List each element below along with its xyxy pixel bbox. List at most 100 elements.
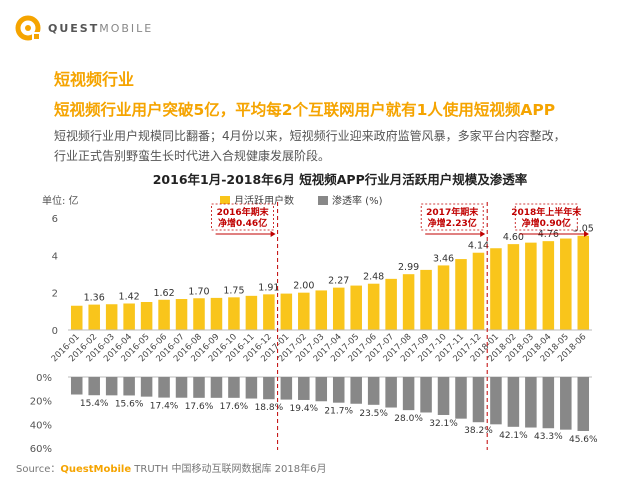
mau-bar-label: 2.48 <box>363 272 384 283</box>
source-line: Source：QuestMobile TRUTH 中国移动互联网数据库 2018… <box>16 464 327 475</box>
mau-bar <box>315 290 328 330</box>
legend-swatch-mau <box>220 196 230 205</box>
mau-bar-label: 2.99 <box>398 262 419 273</box>
penetration-bar <box>542 377 555 429</box>
questmobile-logo-icon <box>15 15 41 41</box>
mau-bar-label: 5.05 <box>573 224 594 235</box>
penetration-bar <box>70 377 83 395</box>
logo-text: QUESTMOBILE <box>48 21 154 35</box>
mau-bar <box>577 235 590 330</box>
annotation-box <box>211 203 275 231</box>
mau-bar <box>263 294 275 330</box>
penetration-bar-label: 21.7% <box>324 407 353 417</box>
penetration-bar <box>263 377 275 400</box>
penetration-bar-label: 42.1% <box>499 431 528 441</box>
penetration-bar <box>315 377 328 402</box>
description-line-2: 行业正式告别野蛮生长时代进入合规健康发展阶段。 <box>54 149 331 163</box>
legend-label-penetration: 渗透率 (%) <box>332 194 383 207</box>
description: 短视频行业用户规模同比翻番；4月份以来，短视频行业迎来政府监管风暴，多家平台内容… <box>54 126 614 166</box>
penetration-bar-label: 18.8% <box>255 403 284 413</box>
annotation-sub: 净增2.23亿 <box>428 217 477 229</box>
penetration-bar <box>140 377 153 397</box>
penetration-bar-label: 28.0% <box>394 414 423 424</box>
penetration-bar <box>385 377 397 408</box>
penetration-bar-label: 43.3% <box>534 432 563 442</box>
mau-bar <box>367 283 380 330</box>
mau-bar <box>245 295 258 330</box>
mau-bar <box>70 305 83 330</box>
penetration-bar <box>350 377 362 404</box>
penetration-tick-label: 0% <box>36 373 52 384</box>
mau-bar <box>402 274 415 330</box>
mau-bar <box>420 269 432 330</box>
mau-bar <box>210 297 223 330</box>
penetration-bar <box>280 377 293 400</box>
headline: 短视频行业用户突破5亿，平均每2个互联网用户就有1人使用短视频APP <box>54 101 556 119</box>
penetration-bar <box>193 377 205 398</box>
penetration-tick-label: 60% <box>30 444 52 455</box>
penetration-bar <box>367 377 380 405</box>
mau-bar <box>140 302 153 330</box>
mau-bar-label: 1.70 <box>188 286 209 297</box>
penetration-bar <box>332 377 345 403</box>
mau-bar <box>437 265 450 330</box>
annotation-arrowhead <box>480 231 486 237</box>
penetration-bar <box>420 377 432 413</box>
penetration-tick-label: 20% <box>30 397 52 408</box>
mau-bar <box>88 304 100 330</box>
mau-bar <box>193 298 205 330</box>
penetration-bar-label: 23.5% <box>359 409 388 419</box>
penetration-bar <box>507 377 520 427</box>
penetration-bar <box>490 377 502 425</box>
penetration-bar <box>245 377 258 399</box>
mau-bar <box>228 297 240 330</box>
mau-bar <box>385 278 397 330</box>
annotation-box <box>514 203 578 231</box>
y-axis-label: 单位: 亿 <box>42 194 79 207</box>
y-tick-label: 6 <box>52 214 58 225</box>
y-tick-label: 2 <box>52 289 58 300</box>
penetration-bar-label: 17.4% <box>150 402 179 412</box>
mau-bar <box>350 285 362 330</box>
mau-bar-label: 1.91 <box>258 282 279 293</box>
penetration-bar <box>472 377 485 423</box>
penetration-bar-label: 15.4% <box>80 399 109 409</box>
y-tick-label: 4 <box>52 251 58 262</box>
mau-bar-label: 2.27 <box>328 276 349 287</box>
mau-bar-label: 1.75 <box>223 285 244 296</box>
annotation-title: 2017年期末 <box>426 206 479 218</box>
mau-bar <box>525 242 537 330</box>
penetration-bar <box>298 377 310 400</box>
annotation-title: 2016年期末 <box>217 206 270 218</box>
mau-bar-label: 4.60 <box>503 232 524 243</box>
annotation-box <box>420 203 484 231</box>
legend-swatch-penetration <box>318 196 328 205</box>
penetration-bar <box>437 377 450 415</box>
mau-bar-label: 4.14 <box>468 241 489 252</box>
penetration-bar <box>577 377 590 431</box>
mau-bar <box>158 299 170 330</box>
mau-bar <box>490 248 502 330</box>
penetration-bar <box>402 377 415 411</box>
mau-bar <box>507 244 520 330</box>
section-title: 短视频行业 <box>54 70 135 89</box>
penetration-bar <box>525 377 537 428</box>
penetration-bar <box>105 377 118 396</box>
logo: QUESTMOBILE <box>14 14 153 42</box>
annotation-sub: 净增0.46亿 <box>218 217 267 229</box>
mau-bar <box>332 287 345 330</box>
mau-bar-label: 4.76 <box>538 229 559 240</box>
chart-title: 2016年1月-2018年6月 短视频APP行业月活跃用户规模及渗透率 <box>153 172 528 187</box>
annotation-sub: 净增0.90亿 <box>522 217 571 229</box>
penetration-bar-label: 38.2% <box>464 426 493 436</box>
mau-bar <box>472 252 485 330</box>
penetration-bar <box>88 377 100 396</box>
mau-bar <box>542 241 555 330</box>
penetration-bar-label: 32.1% <box>429 419 458 429</box>
penetration-bar <box>228 377 240 398</box>
mau-bar <box>560 238 572 330</box>
mau-bar-label: 3.46 <box>433 253 454 264</box>
mau-bar <box>455 259 467 330</box>
penetration-bar <box>560 377 572 430</box>
penetration-bar-label: 17.6% <box>185 402 214 412</box>
